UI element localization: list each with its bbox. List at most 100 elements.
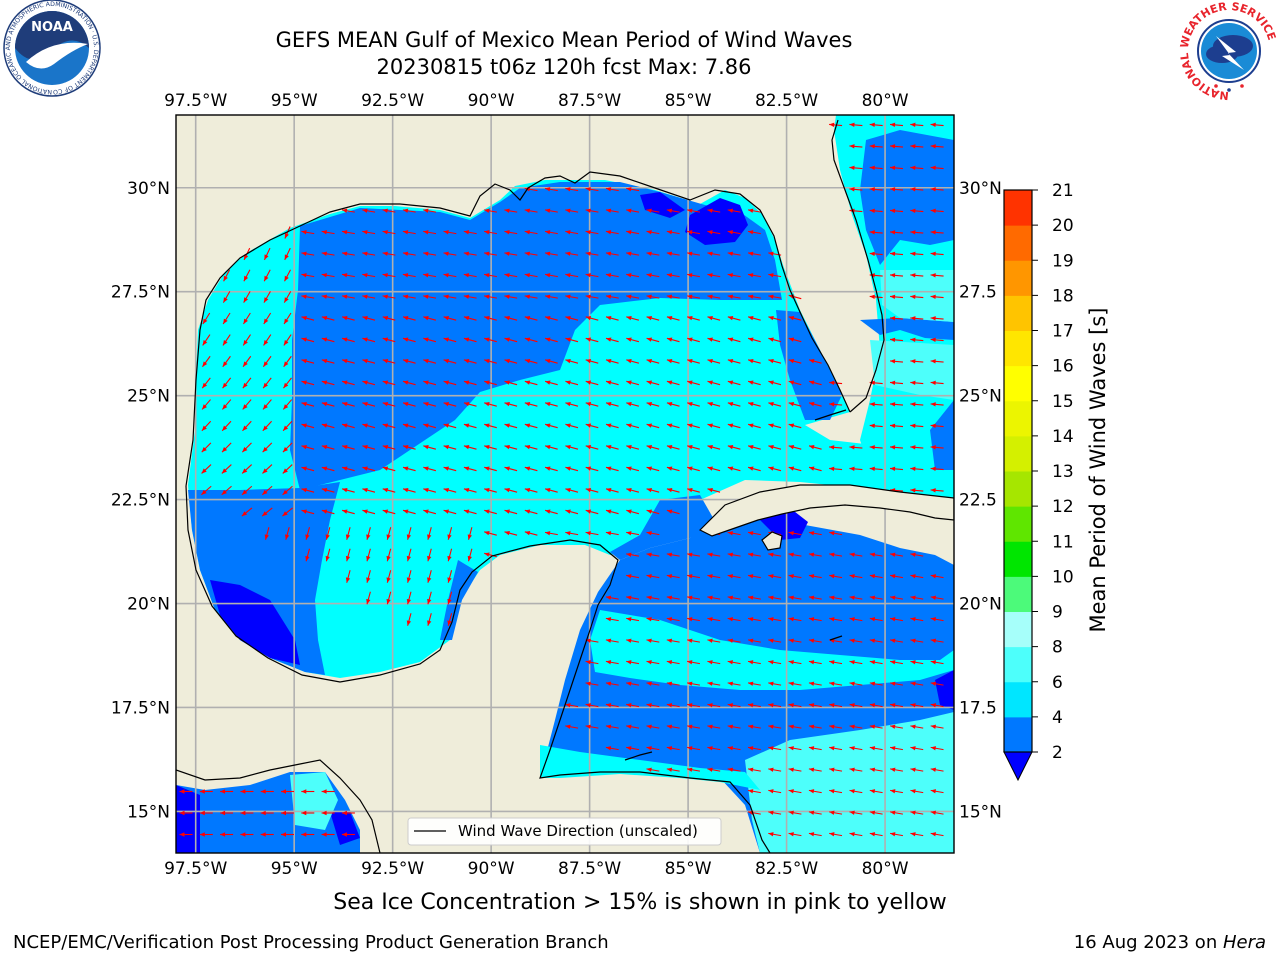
wave-direction-arrow (930, 122, 944, 128)
wave-direction-arrow (808, 401, 822, 407)
wave-direction-arrow (281, 810, 294, 816)
wave-direction-arrow (788, 767, 802, 772)
wave-direction-arrow (565, 724, 579, 729)
wave-direction-arrow (707, 230, 721, 235)
wave-direction-arrow (544, 187, 558, 192)
wave-direction-arrow (889, 165, 904, 171)
wave-direction-arrow (565, 315, 579, 321)
wave-direction-arrow (427, 591, 432, 605)
wave-direction-arrow (382, 230, 396, 235)
wave-direction-arrow (524, 466, 538, 472)
wave-direction-arrow (910, 122, 924, 128)
wave-direction-arrow (201, 485, 212, 496)
wave-direction-arrow (687, 380, 700, 386)
wave-direction-arrow (605, 660, 619, 665)
wave-direction-arrow (849, 187, 863, 192)
wave-direction-arrow (321, 315, 335, 321)
wave-direction-arrow (666, 444, 680, 450)
colorbar-swatch (1004, 190, 1032, 226)
wave-direction-arrow (301, 810, 315, 816)
wave-direction-arrow (646, 466, 660, 472)
colorbar-swatch (1004, 716, 1032, 753)
wave-direction-arrow (222, 355, 231, 368)
wave-direction-arrow (808, 595, 822, 600)
wave-direction-arrow (707, 401, 721, 407)
wave-direction-arrow (849, 144, 863, 149)
wave-direction-arrow (666, 767, 680, 772)
wave-direction-arrow (788, 789, 802, 794)
wave-direction-arrow (930, 488, 944, 493)
wave-direction-arrow (747, 703, 761, 708)
wave-direction-arrow (910, 703, 924, 708)
wave-direction-arrow (747, 294, 761, 299)
wave-direction-arrow (889, 187, 904, 192)
wave-direction-arrow (301, 273, 315, 278)
wave-direction-arrow (747, 251, 761, 256)
wave-direction-arrow (890, 746, 903, 751)
wave-direction-arrow (402, 230, 416, 235)
wave-direction-arrow (890, 767, 903, 772)
nws-logo: NATIONAL WEATHER SERVICE (1178, 0, 1278, 102)
wave-direction-arrow (565, 444, 579, 450)
wave-direction-arrow (585, 251, 599, 256)
wave-direction-arrow (687, 294, 700, 299)
wave-direction-arrow (890, 789, 903, 794)
wave-direction-arrow (788, 595, 802, 600)
wave-direction-arrow (666, 681, 680, 686)
wave-direction-arrow (788, 423, 802, 429)
wave-direction-arrow (605, 380, 619, 386)
wave-direction-arrow (524, 337, 538, 343)
wave-direction-arrow (910, 789, 924, 794)
wave-direction-arrow (930, 466, 944, 472)
wave-direction-arrow (325, 548, 331, 562)
wave-direction-arrow (747, 466, 761, 472)
wave-direction-arrow (283, 291, 292, 303)
wave-direction-arrow (220, 789, 234, 794)
wave-direction-arrow (788, 531, 802, 536)
wave-direction-arrow (829, 703, 843, 708)
wave-direction-arrow (221, 485, 232, 496)
wave-direction-arrow (585, 294, 599, 299)
wave-direction-arrow (666, 294, 680, 299)
colorbar-tick-label: 6 (1052, 673, 1063, 693)
wave-direction-arrow (524, 487, 538, 493)
wave-direction-arrow (341, 251, 355, 256)
wave-direction-arrow (260, 832, 274, 837)
wave-direction-arrow (889, 122, 904, 128)
wave-direction-arrow (463, 337, 477, 343)
wave-direction-arrow (768, 660, 782, 665)
wave-direction-arrow (666, 660, 680, 665)
wave-direction-arrow (565, 703, 579, 708)
wave-direction-arrow (241, 485, 253, 496)
wave-direction-arrow (423, 380, 437, 386)
wave-direction-arrow (910, 466, 924, 472)
wave-direction-arrow (829, 402, 843, 407)
wave-direction-arrow (666, 509, 680, 515)
wave-direction-arrow (666, 230, 680, 235)
wave-direction-arrow (890, 703, 903, 708)
lon-tick-label-top: 85°W (665, 91, 712, 111)
wave-direction-arrow (240, 810, 254, 816)
wave-direction-arrow (524, 315, 538, 321)
wave-direction-arrow (707, 208, 721, 213)
wave-direction-arrow (768, 595, 782, 600)
wave-direction-arrow (341, 208, 355, 213)
wave-direction-arrow (910, 337, 924, 343)
wave-direction-arrow (301, 444, 315, 450)
wave-direction-arrow (910, 294, 924, 300)
wave-direction-arrow (889, 144, 904, 149)
wave-direction-arrow (402, 208, 416, 213)
wave-direction-arrow (221, 442, 232, 453)
wave-direction-arrow (524, 509, 538, 515)
wave-direction-arrow (443, 315, 457, 321)
wave-direction-arrow (443, 509, 457, 515)
wave-direction-arrow (504, 466, 518, 472)
wave-direction-arrow (727, 337, 741, 343)
wave-direction-arrow (666, 337, 680, 343)
wave-direction-arrow (605, 638, 619, 643)
wave-direction-arrow (666, 487, 680, 493)
wave-direction-arrow (869, 466, 883, 472)
wave-direction-arrow (646, 681, 660, 686)
wave-direction-arrow (565, 208, 579, 213)
wave-direction-arrow (910, 832, 924, 837)
